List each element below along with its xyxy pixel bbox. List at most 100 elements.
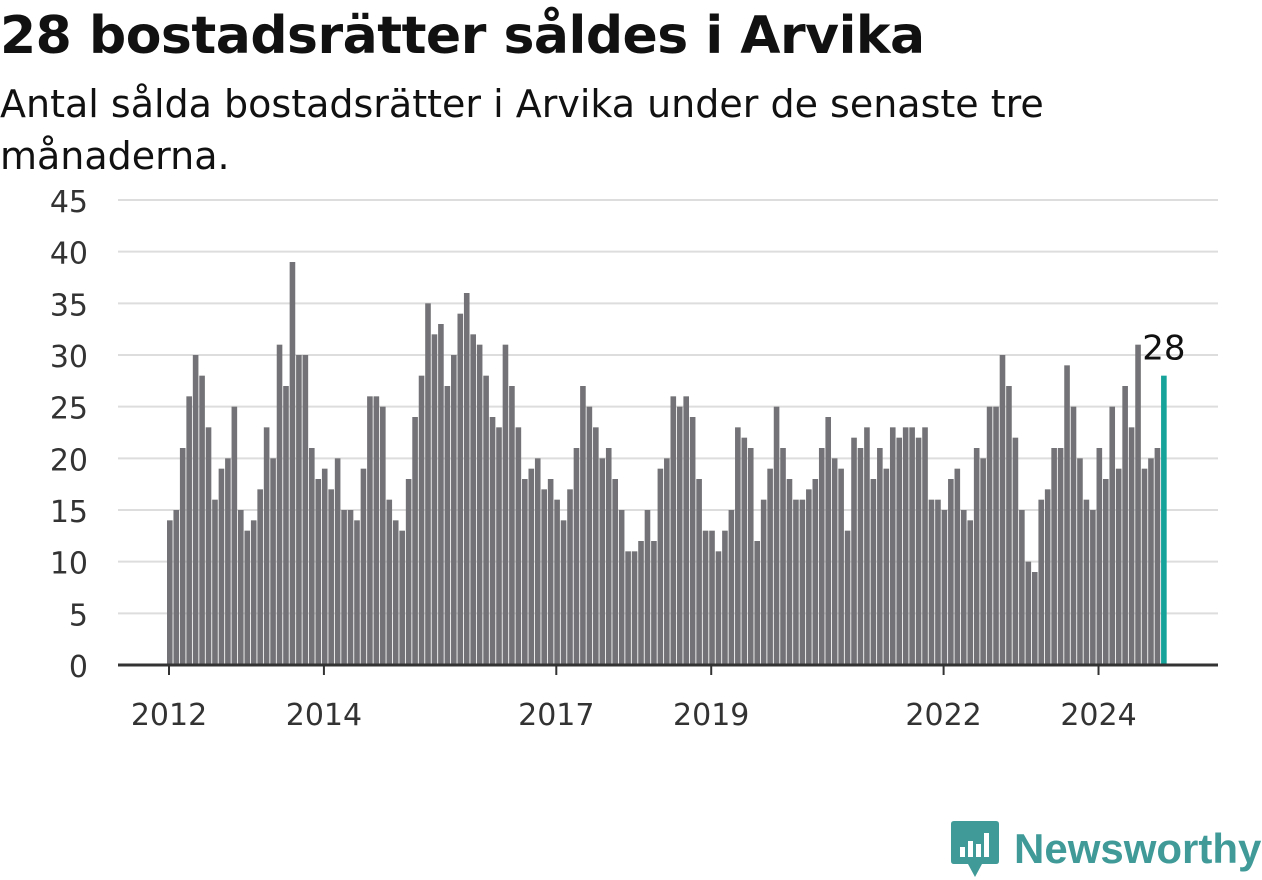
y-tick-label: 10 <box>50 547 88 582</box>
bar <box>392 520 399 665</box>
bar <box>509 386 515 665</box>
newsworthy-logo: Newsworthy <box>950 818 1261 880</box>
axes: 0 5 10 15 20 25 30 35 40 45 28 2012 2014 2017 2019 2022… <box>50 185 1218 733</box>
bar <box>760 499 767 665</box>
bar <box>334 458 341 665</box>
bar <box>418 375 425 665</box>
bar <box>754 541 761 665</box>
bar <box>780 448 786 665</box>
bar <box>870 479 877 665</box>
bar <box>444 386 451 665</box>
bar <box>657 468 664 665</box>
bar <box>767 468 773 665</box>
bar <box>1070 406 1077 665</box>
bar <box>1128 427 1135 665</box>
bar <box>793 499 799 665</box>
bar <box>541 489 547 665</box>
bar <box>347 510 354 665</box>
bar <box>205 427 212 665</box>
x-tick-label: 2014 <box>286 698 362 733</box>
bar <box>689 417 696 665</box>
bar <box>715 551 722 665</box>
bar <box>179 448 186 665</box>
bar <box>599 458 606 665</box>
bar <box>999 355 1006 665</box>
bar <box>1025 561 1032 665</box>
bar <box>573 448 580 665</box>
data-label: 28 <box>1142 329 1185 369</box>
bar <box>625 551 631 665</box>
bar <box>1077 458 1083 665</box>
bar <box>889 427 896 665</box>
bar <box>309 448 315 665</box>
bar <box>747 448 754 665</box>
bar <box>522 479 528 665</box>
bar <box>651 541 657 665</box>
bar <box>1122 386 1128 665</box>
bar <box>470 334 476 665</box>
x-tick-label: 2017 <box>518 698 594 733</box>
bar <box>773 406 780 665</box>
bar <box>1115 468 1122 665</box>
bar <box>877 448 883 665</box>
bar <box>1109 406 1116 665</box>
bar <box>547 479 554 665</box>
bar <box>289 262 296 665</box>
y-tick-label: 30 <box>50 340 88 375</box>
newsworthy-logo-icon <box>951 821 999 877</box>
bar <box>980 458 986 665</box>
x-tick-label: 2012 <box>131 698 207 733</box>
bar <box>612 479 618 665</box>
bar <box>857 448 864 665</box>
bar <box>412 417 418 665</box>
y-tick-label: 15 <box>50 495 88 530</box>
bar <box>489 417 496 665</box>
bar <box>476 344 483 665</box>
bar <box>270 458 276 665</box>
bar <box>528 468 535 665</box>
bar <box>373 396 380 665</box>
bar <box>405 479 412 665</box>
bar <box>896 437 903 665</box>
bar <box>483 375 489 665</box>
bar <box>218 468 225 665</box>
bar <box>231 406 238 665</box>
x-tick-label: 2024 <box>1060 698 1136 733</box>
bar <box>683 396 689 665</box>
bar <box>864 427 870 665</box>
bar <box>728 510 735 665</box>
bar <box>696 479 702 665</box>
bar <box>1141 468 1148 665</box>
bar <box>1019 510 1025 665</box>
bar <box>1044 489 1051 665</box>
bar <box>321 468 328 665</box>
bar <box>451 355 457 665</box>
bar <box>438 324 444 665</box>
bar <box>1090 510 1096 665</box>
bar <box>328 489 334 665</box>
bar <box>812 479 819 665</box>
y-tick-label: 0 <box>69 650 88 685</box>
bar <box>618 510 625 665</box>
bar <box>935 499 941 665</box>
bar <box>909 427 915 665</box>
bar <box>1064 365 1070 665</box>
bar <box>922 427 928 665</box>
bar-chart: 0 5 10 15 20 25 30 35 40 45 28 2012 2014 2017 2019 2022… <box>50 185 1218 733</box>
bar <box>605 448 612 665</box>
bar <box>1135 344 1141 665</box>
bar-series <box>167 262 1167 665</box>
chart-subtitle: Antal sålda bostadsrätter i Arvika under… <box>0 82 1044 178</box>
bar <box>1057 448 1064 665</box>
bar <box>367 396 373 665</box>
bar <box>167 520 173 665</box>
bar <box>993 406 999 665</box>
bar <box>560 520 567 665</box>
bar <box>799 499 806 665</box>
bar <box>534 458 541 665</box>
bar <box>883 468 890 665</box>
bar <box>238 510 244 665</box>
bar <box>1031 572 1038 665</box>
bar <box>593 427 599 665</box>
bar <box>399 530 405 665</box>
